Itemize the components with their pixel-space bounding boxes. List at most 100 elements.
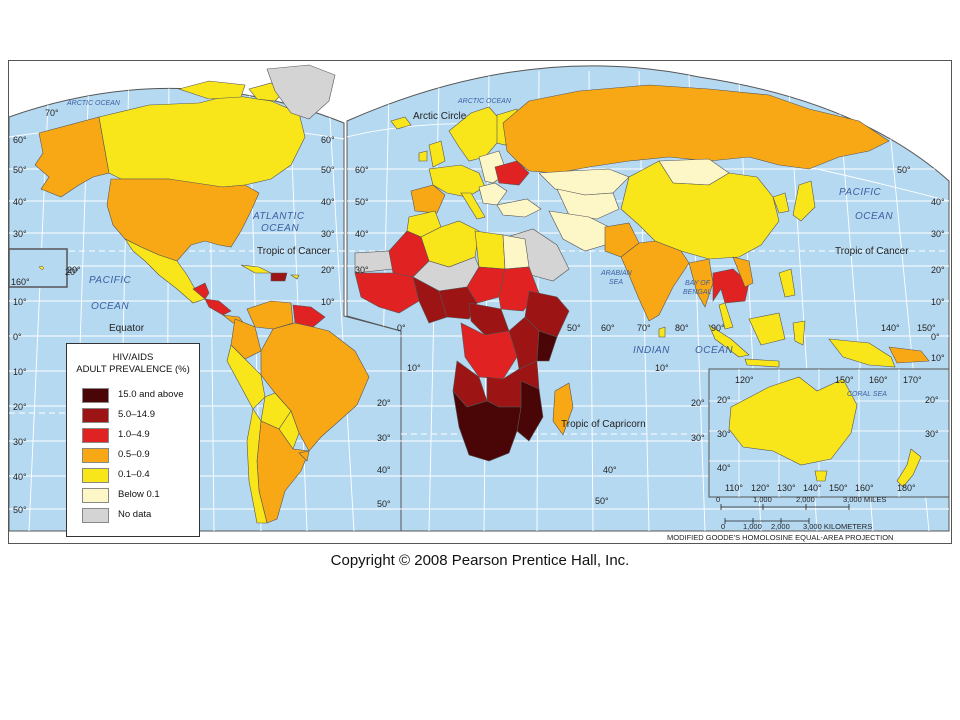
sumatra (708, 324, 750, 358)
legend-swatch (82, 488, 109, 503)
thailand-cambodia (712, 268, 750, 304)
projection-label: MODIFIED GOODE'S HOMOLOSINE EQUAL-AREA P… (667, 533, 893, 542)
lat-label: 60° (13, 135, 27, 145)
lat-label: 60° (355, 165, 369, 175)
legend-swatch (82, 388, 109, 403)
lon-label: 80° (675, 323, 689, 333)
atlantic-label-1: ATLANTIC (252, 211, 305, 222)
lat-label: 40° (717, 463, 731, 473)
legend-swatch (82, 428, 109, 443)
lat-label: 50° (897, 165, 911, 175)
scale-km-3000: 3,000 KILOMETERS (803, 522, 872, 531)
turkey (496, 198, 542, 218)
japan (792, 180, 816, 222)
lat-label: 50° (321, 165, 335, 175)
arctic-circle-label: Arctic Circle (413, 111, 467, 122)
australia (728, 376, 858, 466)
lat-label: 40° (13, 472, 27, 482)
lat-label: 10° (321, 297, 335, 307)
egypt (502, 234, 530, 270)
sulawesi (792, 320, 806, 346)
lat-label: 10° (655, 363, 669, 373)
lat-label: 10° (13, 297, 27, 307)
scale-miles-2000: 2,000 (796, 495, 815, 504)
lat-label: 30° (931, 229, 945, 239)
lon-label: 150° (917, 323, 936, 333)
congo (460, 322, 518, 380)
lon-label: 160° (855, 483, 874, 493)
lat-label: 50° (13, 165, 27, 175)
coral-sea: CORAL SEA (847, 391, 887, 398)
libya (474, 230, 506, 270)
lon-label: 170° (903, 375, 922, 385)
lon-label: 50° (567, 323, 581, 333)
western-europe (428, 164, 486, 198)
lat-label: 60° (321, 135, 335, 145)
china (620, 160, 780, 260)
vietnam-laos (732, 256, 754, 288)
pacific-east-label-1: PACIFIC (839, 187, 881, 198)
lon-label: 110° (725, 483, 743, 493)
indian-label-1: INDIAN (633, 345, 670, 356)
scale-miles-1000: 1,000 (753, 495, 772, 504)
lon-label: 120° (751, 483, 770, 493)
lat-label: 30° (377, 433, 391, 443)
legend-title-line1: HIV/AIDS (112, 352, 154, 363)
lat-label: 40° (603, 465, 617, 475)
lat-label: 40° (377, 465, 391, 475)
lon-label: 70° (637, 323, 651, 333)
uruguay (298, 450, 310, 462)
philippines (778, 268, 796, 298)
lon-label: 160° (869, 375, 888, 385)
legend-title-line2: ADULT PREVALENCE (%) (76, 364, 190, 375)
lon-label: 150° (835, 375, 854, 385)
uk (428, 140, 446, 168)
lat-label: 20° (13, 402, 27, 412)
tropic-cancer-west-label: Tropic of Cancer (257, 246, 331, 257)
legend-item: No data (82, 508, 200, 523)
lat-label: 20° (717, 395, 731, 405)
lon-label: 140° (803, 483, 822, 493)
legend-item: 15.0 and above (82, 388, 200, 403)
lat-label: 40° (321, 197, 335, 207)
arctic-ocean-west: ARCTIC OCEAN (66, 100, 121, 107)
lat-label: 20° (377, 398, 391, 408)
atlantic-label-2: OCEAN (261, 223, 299, 234)
lat-label: 30° (691, 433, 705, 443)
lat-label: 50° (595, 496, 609, 506)
iceland (390, 116, 412, 130)
bay-of-bengal-2: BENGAL (683, 289, 712, 296)
legend: HIV/AIDS ADULT PREVALENCE (%) 15.0 and a… (66, 343, 200, 537)
indonesia-borneo (748, 312, 786, 346)
lat-label: 0° (13, 332, 22, 342)
west-africa-coast (354, 272, 420, 314)
lon-label: 130° (777, 483, 796, 493)
legend-item: Below 0.1 (82, 488, 200, 503)
lon-label: 120° (735, 375, 754, 385)
usa (106, 178, 260, 262)
scale-km-0: 0 (721, 522, 725, 531)
hawaii-inset (9, 248, 68, 288)
malay-peninsula (718, 302, 734, 330)
lat-label: 0° (931, 332, 940, 342)
guianas (292, 304, 326, 328)
greenland (266, 64, 336, 120)
arabian-sea-1: ARABIAN (600, 270, 633, 277)
lat-label: 10° (931, 297, 945, 307)
scale-bar (720, 504, 850, 524)
legend-label: 0.1–0.4 (118, 469, 150, 480)
lon-label: 20° (65, 267, 79, 277)
myanmar (688, 258, 714, 308)
lat-label: 20° (931, 265, 945, 275)
scale-km-1000: 1,000 (743, 522, 762, 531)
legend-title: HIV/AIDS ADULT PREVALENCE (%) (67, 352, 199, 376)
png-east (888, 346, 930, 364)
java (744, 358, 780, 368)
copyright-text: Copyright © 2008 Pearson Prentice Hall, … (330, 552, 630, 569)
kenya (536, 330, 558, 362)
legend-swatch (82, 408, 109, 423)
lat-label: 50° (355, 197, 369, 207)
chile (246, 408, 268, 524)
lat-label: 30° (321, 229, 335, 239)
equator-label: Equator (109, 323, 145, 334)
